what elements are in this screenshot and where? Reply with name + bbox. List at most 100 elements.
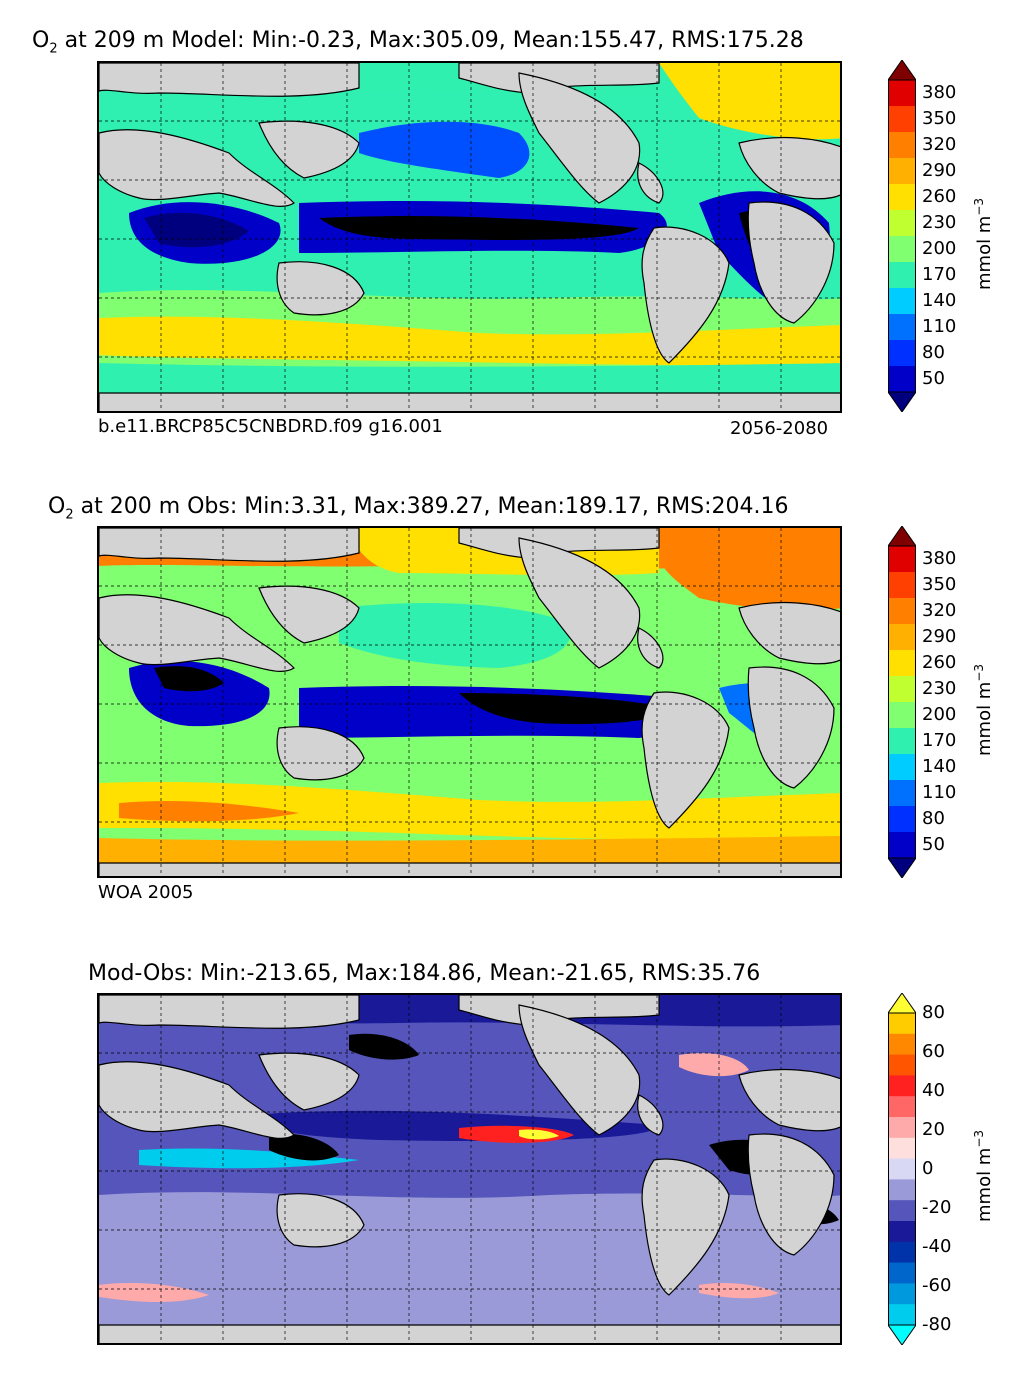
colorbar-bin xyxy=(888,262,916,289)
obs-map-svg xyxy=(99,528,840,876)
colorbar-bin xyxy=(888,132,916,159)
diff-map xyxy=(97,993,842,1345)
colorbar-extend-max xyxy=(887,992,917,1014)
colorbar-tick-label: 320 xyxy=(922,600,957,621)
south-yellow-2 xyxy=(99,781,840,841)
colorbar-bin xyxy=(888,624,916,651)
diff-black-indian xyxy=(269,1133,339,1161)
colorbar-tick-label: 110 xyxy=(922,782,957,803)
colorbar-bin xyxy=(888,780,916,807)
colorbar-frame xyxy=(888,79,916,393)
colorbar-bin xyxy=(888,1241,916,1264)
panel1-colorbar-label: mmol m−3 xyxy=(972,197,995,290)
colorbar-bin xyxy=(888,1096,916,1118)
model-map-svg xyxy=(99,63,840,411)
panel3-colorbar-label: mmol m−3 xyxy=(972,1129,995,1222)
land-p2 xyxy=(99,528,840,876)
natl-orange xyxy=(659,556,840,610)
colorbar-bin xyxy=(888,366,916,393)
colorbar-tick-label: 50 xyxy=(922,368,945,389)
colorbar-tick-label: 350 xyxy=(922,108,957,129)
gridlines-p3 xyxy=(99,995,840,1343)
panel1-title: O2 at 209 m Model: Min:-0.23, Max:305.09… xyxy=(32,28,804,57)
colorbar-tick-label: 200 xyxy=(922,238,957,259)
colorbar-tick-label: 350 xyxy=(922,574,957,595)
colorbar-bin xyxy=(888,546,916,573)
panel2-source: WOA 2005 xyxy=(98,882,194,903)
colorbar-bin xyxy=(888,288,916,315)
diff-map-svg xyxy=(99,995,840,1343)
colorbar-bin xyxy=(888,754,916,781)
colorbar-bin xyxy=(888,1221,916,1243)
colorbar-bin xyxy=(888,80,916,107)
colorbar-tick-label: 50 xyxy=(922,834,945,855)
colorbar-bin xyxy=(888,1262,916,1284)
colorbar-bin xyxy=(888,702,916,729)
diff-cyan-band xyxy=(139,1148,359,1169)
colorbar-bin xyxy=(888,340,916,367)
colorbar-tick-label: 200 xyxy=(922,704,957,725)
eq-pac-core-2 xyxy=(459,693,674,725)
colorbar-bin xyxy=(888,1179,916,1201)
colorbar-bin xyxy=(888,1054,916,1076)
arctic-yellow xyxy=(659,63,840,140)
colorbar-tick-label: 380 xyxy=(922,82,957,103)
colorbar-tick-label: 170 xyxy=(922,264,957,285)
colorbar-frame xyxy=(888,545,916,859)
colorbar-tick-label: -60 xyxy=(922,1275,952,1296)
colorbar-bin xyxy=(888,1075,916,1097)
obs-map xyxy=(97,526,842,878)
colorbar-tick-label: 110 xyxy=(922,316,957,337)
colorbar-tick-label: 290 xyxy=(922,626,957,647)
land-p3 xyxy=(99,995,840,1343)
colorbar-extend-min xyxy=(887,857,917,879)
colorbar-tick-label: 80 xyxy=(922,342,945,363)
colorbar-tick-label: 260 xyxy=(922,186,957,207)
colorbar-bin xyxy=(888,314,916,341)
model-map xyxy=(97,61,842,413)
colorbar-bin xyxy=(888,1033,916,1056)
npac-green xyxy=(339,603,571,668)
panel1-years: 2056-2080 xyxy=(730,418,829,439)
panel2-colorbar xyxy=(887,525,917,879)
colorbar-bin xyxy=(888,210,916,237)
colorbar-tick-label: 140 xyxy=(922,290,957,311)
colorbar-tick-label: 60 xyxy=(922,1041,945,1062)
colorbar-extend-min xyxy=(887,391,917,413)
gridlines-p2 xyxy=(99,528,840,876)
colorbar-frame xyxy=(888,1012,916,1326)
land-p1 xyxy=(99,63,840,411)
colorbar-tick-label: 40 xyxy=(922,1080,945,1101)
colorbar-bin xyxy=(888,1158,916,1180)
panel1-colorbar xyxy=(887,59,917,413)
colorbar-tick-label: -80 xyxy=(922,1314,952,1335)
colorbar-tick-label: 80 xyxy=(922,808,945,829)
colorbar-tick-label: 230 xyxy=(922,678,957,699)
colorbar-tick-label: -20 xyxy=(922,1197,952,1218)
colorbar-extend-max xyxy=(887,525,917,547)
colorbar-bin xyxy=(888,572,916,599)
colorbar-bin xyxy=(888,184,916,211)
diff-natl-red xyxy=(679,1053,749,1077)
colorbar-bin xyxy=(888,158,916,185)
colorbar-tick-label: 320 xyxy=(922,134,957,155)
colorbar-tick-label: 140 xyxy=(922,756,957,777)
diff-red-pac-core xyxy=(519,1129,559,1140)
colorbar-tick-label: 170 xyxy=(922,730,957,751)
colorbar-tick-label: 290 xyxy=(922,160,957,181)
colorbar-bin xyxy=(888,1200,916,1222)
panel2-colorbar-label: mmol m−3 xyxy=(972,663,995,756)
colorbar-bin xyxy=(888,598,916,625)
gridlines-p1 xyxy=(99,63,840,411)
colorbar-tick-label: 260 xyxy=(922,652,957,673)
colorbar-bin xyxy=(888,650,916,677)
colorbar-extend-min xyxy=(887,1324,917,1346)
colorbar-bin xyxy=(888,1283,916,1305)
colorbar-tick-label: 0 xyxy=(922,1158,934,1179)
diff-light-a xyxy=(99,1192,840,1325)
colorbar-bin xyxy=(888,728,916,755)
colorbar-bin xyxy=(888,676,916,703)
panel3-title: Mod-Obs: Min:-213.65, Max:184.86, Mean:-… xyxy=(88,961,761,986)
colorbar-bin xyxy=(888,1013,916,1035)
indian-core-2 xyxy=(154,666,224,692)
